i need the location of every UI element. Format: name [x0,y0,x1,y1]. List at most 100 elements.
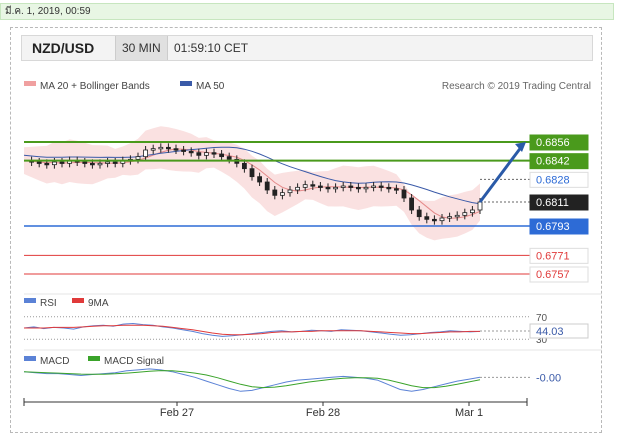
candle-body [371,185,377,188]
legend-rsi-label: RSI [40,298,57,309]
candle-body [165,146,171,150]
candle-body [317,185,323,188]
candle-body [439,217,445,222]
candle-body [363,186,369,190]
candle-body [196,152,202,156]
candle-body [469,209,475,214]
rsi-value-box [529,323,589,339]
candle-body [203,152,209,156]
level-label-box [529,194,589,211]
x-tick-label: Feb 28 [306,407,340,419]
legend-swatch-ma50 [180,81,192,86]
legend-swatch-rsi [24,298,36,303]
candle-body [310,184,316,187]
rsi-level-label: 30 [536,335,548,346]
legend-signal-label: MACD Signal [104,356,164,367]
candle-body [226,156,232,160]
candle-body [355,186,361,190]
candle-body [424,216,430,220]
candle-body [386,186,392,190]
candle-body [181,149,187,152]
level-label: 0.6793 [536,221,570,233]
rsi-value-label: 44.03 [536,326,564,338]
rsi-level-label: 70 [536,313,548,324]
legend-swatch-macd [24,356,36,361]
candle-body [287,189,293,194]
candle-body [44,162,50,166]
level-label-box [529,218,589,235]
chart-frame: NZD/USD 30 MIN 01:59:10 CET [10,27,602,433]
legend-swatch-signal [88,356,100,361]
candle-body [97,162,103,166]
candle-body [219,153,225,158]
legend-swatch-ma20 [24,81,36,86]
candle-body [90,162,95,166]
time-label: 01:59:10 CET [174,41,249,55]
timeframe-label[interactable]: 30 MIN [115,36,168,60]
chart-header: NZD/USD 30 MIN 01:59:10 CET [21,35,593,61]
candle-body [158,146,164,150]
candle-body [462,212,468,216]
candle-body [279,192,285,196]
level-label: 0.6842 [536,156,570,168]
candle-body [477,201,483,211]
legend-ma20-label: MA 20 + Bollinger Bands [40,81,150,92]
forecast-arrow [478,145,524,203]
candle-body [150,148,156,151]
date-bar: มี.ค. 1, 2019, 00:59 [0,3,614,20]
candle-body [241,162,247,170]
pair-label: NZD/USD [32,40,95,56]
candle-body [143,149,149,158]
candle-body [112,161,118,164]
candle-body [105,161,110,164]
level-label-box [529,153,589,170]
legend-swatch-9ma [72,298,84,303]
candle-body [272,189,278,196]
candle-body [211,152,217,155]
candle-body [249,168,255,178]
candle-body [257,176,263,183]
level-label: 0.6811 [536,197,569,209]
date-text: มี.ค. 1, 2019, 00:59 [5,6,91,17]
macd-value-label: -0.00 [536,372,561,384]
legend-9ma-label: 9MA [88,298,109,309]
x-tick-label: Feb 27 [160,407,194,419]
level-label-box [529,266,589,283]
candle-body [173,148,179,151]
candle-body [264,181,270,191]
candle-body [135,156,141,160]
candle-body [82,161,88,164]
legend-ma50-label: MA 50 [196,81,225,92]
candle-body [302,184,308,188]
candle-body [348,185,354,188]
credit-label: Research © 2019 Trading Central [442,81,591,92]
rsi-line [23,322,481,337]
macd-signal-line [23,370,481,389]
macd-line [23,368,481,392]
candle-body [340,185,346,188]
candle-body [52,161,57,166]
forecast-arrowhead [515,142,526,152]
level-label-box [529,134,589,151]
candle-body [409,197,415,211]
level-label-box [529,247,589,264]
level-label-box [529,171,589,188]
candle-body [188,150,194,154]
level-label: 0.6771 [536,250,570,262]
candle-body [36,161,42,164]
candle-body [59,161,65,164]
candle-body [447,216,453,219]
candle-body [393,188,399,191]
candle-body [416,209,422,218]
level-label: 0.6856 [536,137,570,149]
candle-body [378,185,384,188]
level-label: 0.6757 [536,269,570,281]
x-tick-label: Mar 1 [455,407,483,419]
candle-body [454,214,460,218]
rsi-9ma-line [24,324,480,336]
candle-body [295,186,301,191]
bollinger-band [24,126,480,241]
ma50-line [23,146,481,205]
candle-body [333,186,339,190]
